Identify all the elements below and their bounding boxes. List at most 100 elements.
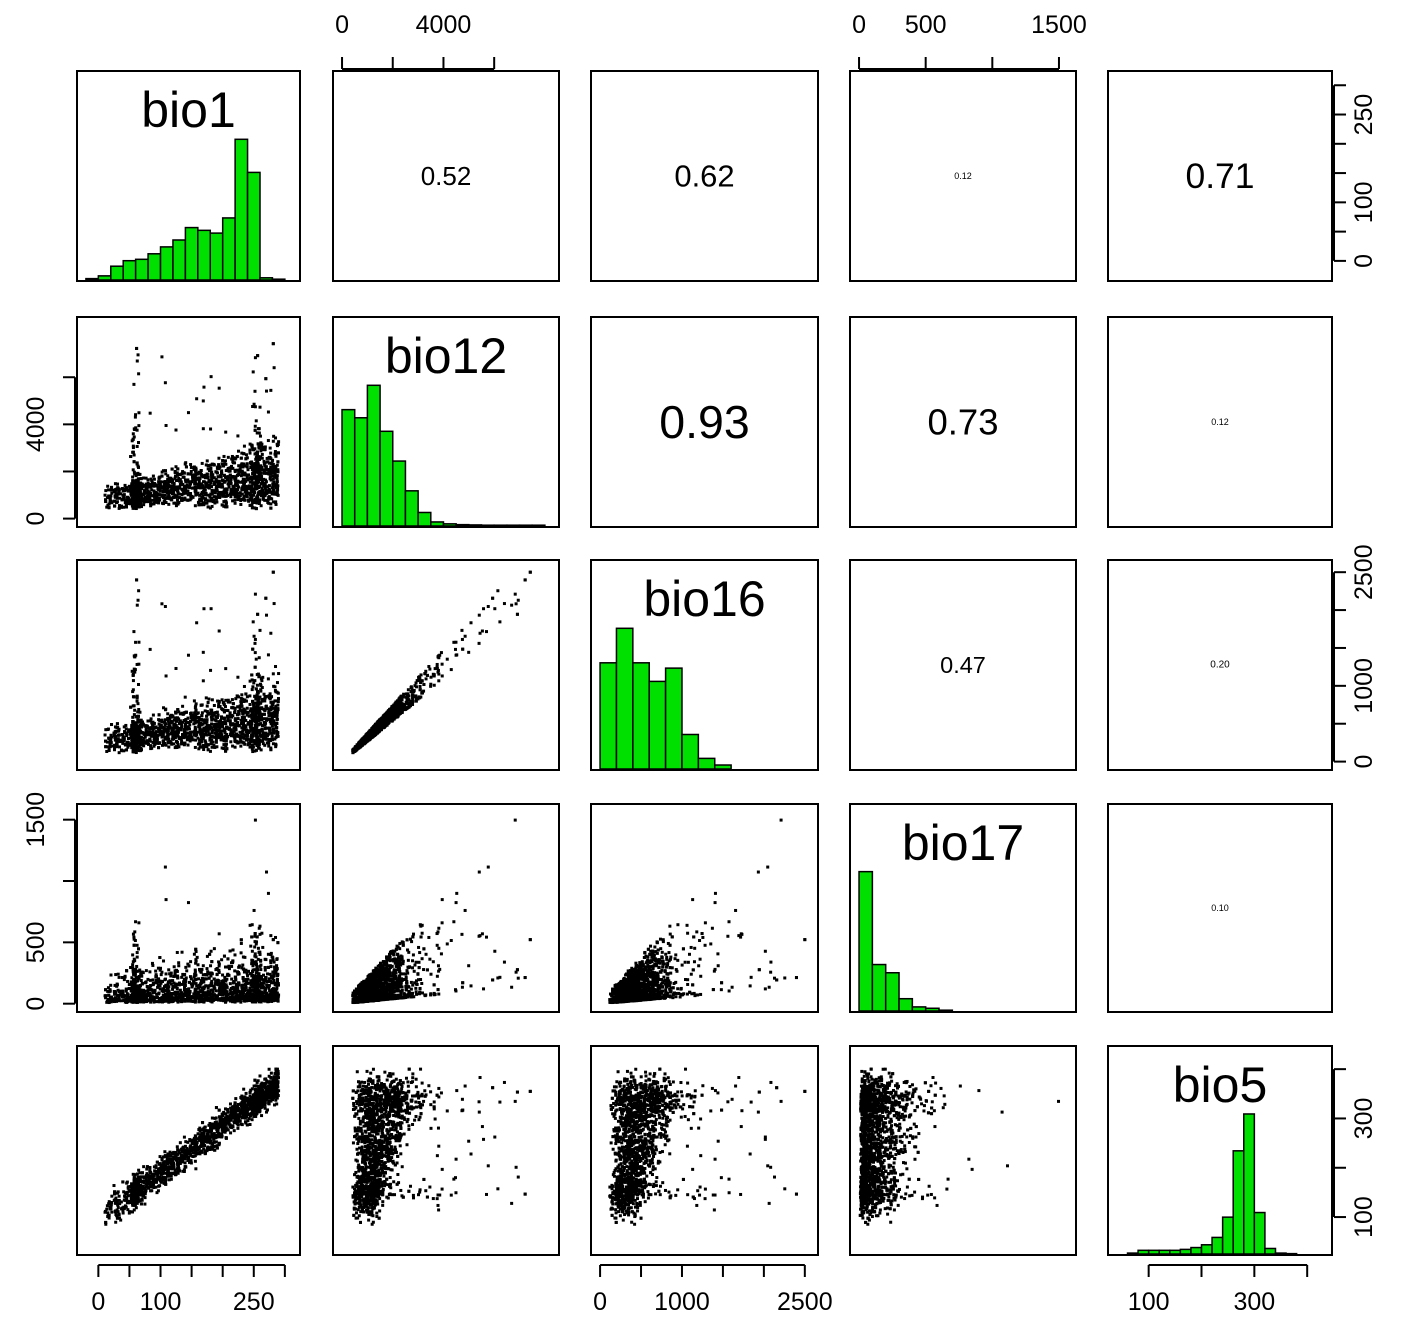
scatter-point xyxy=(266,410,270,414)
panel-bio1-bio16 xyxy=(590,70,819,282)
correlation-bio1-bio17: 0.12 xyxy=(954,171,972,181)
scatter-point xyxy=(210,489,214,493)
scatter-point xyxy=(212,703,216,707)
scatter-point xyxy=(453,647,457,651)
scatter-point xyxy=(247,499,251,503)
scatter-point xyxy=(253,389,257,393)
scatter-point xyxy=(125,732,129,736)
scatter-point xyxy=(163,496,167,500)
scatter-point xyxy=(131,688,135,692)
panel-bio1-bio12 xyxy=(332,70,560,282)
scatter-point xyxy=(254,697,258,701)
panel-bio12-bio5 xyxy=(1107,316,1333,528)
scatter-point xyxy=(174,739,178,743)
scatter-point xyxy=(216,699,220,703)
scatter-point xyxy=(161,486,165,490)
scatter-point xyxy=(154,495,158,499)
scatter-point xyxy=(222,454,226,458)
scatter-point xyxy=(143,735,147,739)
scatter-point xyxy=(156,500,160,504)
scatter-point xyxy=(233,495,237,499)
scatter-point xyxy=(139,477,143,481)
scatter-point xyxy=(262,491,266,495)
scatter-point xyxy=(131,475,135,479)
scatter-point xyxy=(121,735,125,739)
scatter-point xyxy=(176,708,180,712)
scatter-point xyxy=(124,748,128,752)
scatter-point xyxy=(257,427,261,431)
scatter-point xyxy=(177,486,181,490)
scatter-point xyxy=(253,356,257,360)
scatter-point xyxy=(257,499,261,503)
scatter-point xyxy=(275,469,279,473)
scatter-point xyxy=(166,733,170,737)
histogram-bar xyxy=(341,408,356,527)
scatter-point xyxy=(243,479,247,483)
scatter-point xyxy=(173,722,177,726)
scatter-point xyxy=(176,731,180,735)
scatter-point xyxy=(180,735,184,739)
scatter-point xyxy=(154,725,158,729)
scatter-point xyxy=(241,711,245,715)
scatter-point xyxy=(200,737,204,741)
scatter-point xyxy=(248,448,252,452)
scatter-point xyxy=(137,411,141,415)
scatter-point xyxy=(126,499,130,503)
scatter-point xyxy=(244,699,248,703)
scatter-point xyxy=(262,712,266,716)
histogram-bar xyxy=(246,171,261,281)
scatter-point xyxy=(173,726,177,730)
scatter-point xyxy=(237,734,241,738)
scatter-point xyxy=(233,501,237,505)
scatter-point xyxy=(106,727,110,731)
scatter-point xyxy=(263,447,267,451)
scatter-point xyxy=(229,734,233,738)
scatter-point xyxy=(216,475,220,479)
scatter-point xyxy=(158,725,162,729)
scatter-point xyxy=(251,647,255,651)
scatter-point xyxy=(275,475,279,479)
scatter-point xyxy=(482,607,486,611)
scatter-point xyxy=(137,682,141,686)
scatter-point xyxy=(261,734,265,738)
scatter-point xyxy=(233,493,237,497)
scatter-point xyxy=(149,491,153,495)
scatter-point xyxy=(183,487,187,491)
scatter-point xyxy=(231,484,235,488)
scatter-point xyxy=(235,492,239,496)
scatter-point xyxy=(210,716,214,720)
scatter-point xyxy=(132,491,136,495)
scatter-point xyxy=(205,704,209,708)
scatter-point xyxy=(266,717,270,721)
scatter-point xyxy=(180,472,184,476)
scatter-point xyxy=(216,465,220,469)
scatter-point xyxy=(260,728,264,732)
scatter-point xyxy=(256,691,260,695)
scatter-point xyxy=(230,698,234,702)
scatter-point xyxy=(209,427,213,431)
histogram-bar xyxy=(938,1009,954,1012)
scatter-point xyxy=(152,477,156,481)
scatter-point xyxy=(140,485,144,489)
scatter-point xyxy=(418,684,422,688)
scatter-point xyxy=(460,637,464,641)
scatter-point xyxy=(139,500,143,504)
scatter-point xyxy=(164,483,168,487)
scatter-point xyxy=(205,459,209,463)
histogram-bar xyxy=(480,524,495,527)
scatter-point xyxy=(203,709,207,713)
scatter-point xyxy=(129,742,133,746)
scatter-point xyxy=(215,500,219,504)
histogram-bar xyxy=(197,229,212,281)
scatter-point xyxy=(151,713,155,717)
scatter-point xyxy=(253,405,257,409)
scatter-point xyxy=(233,734,237,738)
scatter-point xyxy=(229,476,233,480)
scatter-point xyxy=(242,496,246,500)
scatter-point xyxy=(204,696,208,700)
scatter-point xyxy=(132,453,136,457)
scatter-point xyxy=(452,640,456,644)
scatter-point xyxy=(250,678,254,682)
scatter-point xyxy=(250,708,254,712)
